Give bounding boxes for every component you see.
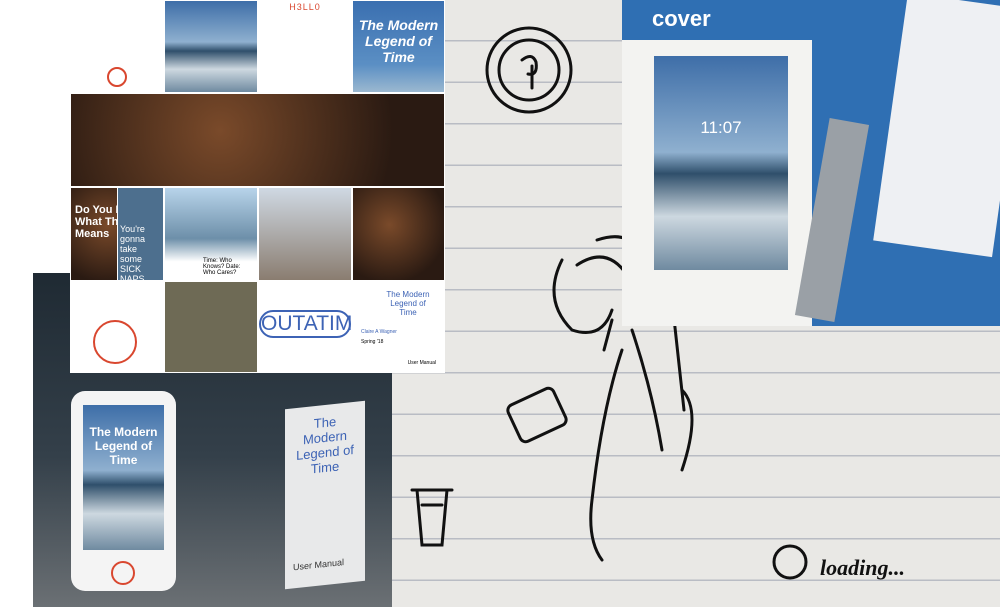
manual-subtitle: User Manual <box>293 556 345 573</box>
hello: H3LL0 <box>289 2 321 12</box>
tile: You're gonna take some SICK NAPS <box>117 187 164 281</box>
clock: 11:07 <box>700 118 742 137</box>
cover-subtitle: User Manual <box>407 360 436 366</box>
tile <box>70 0 164 93</box>
cover-term: Spring '18 <box>361 339 384 345</box>
device-screen: The Modern Legend of Time <box>83 405 164 550</box>
title-tile: The Modern Legend of Time <box>358 17 439 65</box>
tile <box>70 281 164 373</box>
sketch: loading... <box>410 26 905 580</box>
ring <box>93 320 137 364</box>
print-photo: 11:07 cover <box>622 0 1000 326</box>
ring <box>107 67 127 87</box>
device: The Modern Legend of Time <box>71 391 176 591</box>
outatime: OUTATIME <box>259 310 351 338</box>
tile: The Modern Legend of Time <box>352 0 445 93</box>
cover-author: Claire A Wagner <box>361 329 397 335</box>
naps: You're gonna take some SICK NAPS <box>120 224 146 281</box>
tile <box>164 281 258 373</box>
loading-text: loading... <box>820 555 905 580</box>
tile <box>258 187 352 281</box>
manual: The Modern Legend of Time User Manual <box>285 400 365 590</box>
tile: OUTATIME <box>258 281 352 373</box>
cover-title: The Modern Legend of Time <box>386 290 430 317</box>
tile <box>352 187 445 281</box>
tile: Time: Who Knows? Date: Who Cares? <box>164 187 258 281</box>
tile: The Modern Legend of Time Claire A Wagne… <box>352 281 445 373</box>
print-screen: 11:07 <box>654 56 788 270</box>
cover-label: cover <box>652 6 711 31</box>
tile <box>164 0 258 93</box>
collage: H3LL0 The Modern Legend of Time Do You K… <box>70 0 445 373</box>
screen-title: The Modern Legend of Time <box>89 425 158 467</box>
paper-doc <box>873 0 1000 258</box>
home-button <box>111 561 135 585</box>
manual-title: The Modern Legend of Time <box>296 413 354 477</box>
time-caption: Time: Who Knows? Date: Who Cares? <box>203 258 241 276</box>
tile-row <box>70 93 445 187</box>
tile: H3LL0 <box>258 0 352 93</box>
